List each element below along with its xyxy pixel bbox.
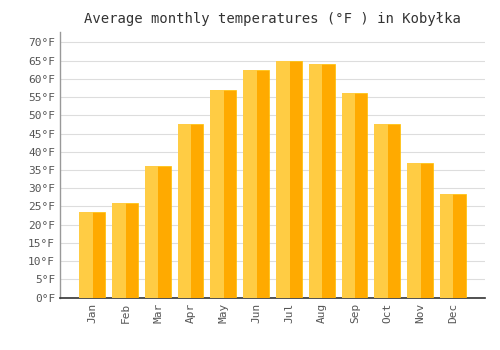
Bar [210, 90, 224, 298]
Title: Average monthly temperatures (°F ) in Kobyłka: Average monthly temperatures (°F ) in Ko… [84, 12, 461, 26]
Bar [178, 124, 191, 298]
Bar [376, 124, 400, 298]
Bar [145, 166, 158, 298]
Bar [374, 124, 388, 298]
Bar [276, 61, 289, 298]
Bar [408, 163, 433, 298]
Bar [112, 203, 126, 298]
Bar [212, 90, 236, 298]
Bar [343, 93, 367, 298]
Bar [277, 61, 302, 298]
Bar [309, 64, 322, 298]
Bar [440, 194, 454, 298]
Bar [146, 166, 171, 298]
Bar [179, 124, 204, 298]
Bar [244, 70, 269, 298]
Bar [114, 203, 138, 298]
Bar [441, 194, 466, 298]
Bar [342, 93, 355, 298]
Bar [80, 212, 93, 298]
Bar [80, 212, 105, 298]
Bar [407, 163, 420, 298]
Bar [310, 64, 334, 298]
Bar [243, 70, 256, 298]
